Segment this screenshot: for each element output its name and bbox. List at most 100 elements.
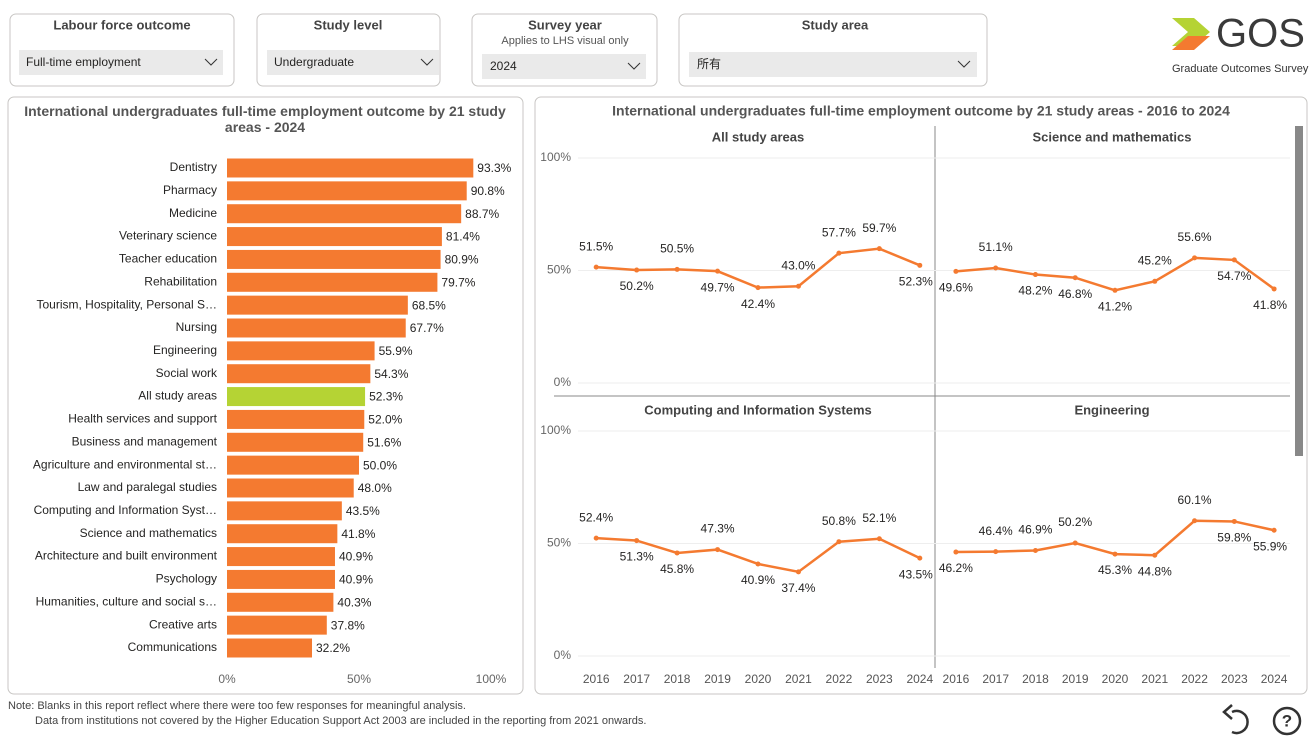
category-label: Tourism, Hospitality, Personal S… xyxy=(36,297,217,311)
x-tick-label: 2021 xyxy=(1141,672,1168,686)
x-tick-label: 50% xyxy=(347,672,371,686)
value-label: 41.8% xyxy=(1253,298,1287,312)
note: Data from institutions not covered by th… xyxy=(35,715,646,727)
dropdown[interactable] xyxy=(19,50,223,75)
x-tick-label: 2024 xyxy=(1261,672,1288,686)
category-label: Communications xyxy=(128,640,217,654)
x-tick-label: 2017 xyxy=(623,672,650,686)
dropdown-value[interactable]: 2024 xyxy=(490,59,517,73)
value-label: 49.7% xyxy=(701,280,735,294)
value-label: 52.3% xyxy=(369,390,403,404)
bar xyxy=(227,387,366,407)
value-label: 88.7% xyxy=(465,207,499,221)
value-label: 41.8% xyxy=(341,527,375,541)
category-label: Science and mathematics xyxy=(80,526,217,540)
value-label: 51.1% xyxy=(979,240,1013,254)
point xyxy=(836,539,842,545)
x-tick-label: 2018 xyxy=(1022,672,1049,686)
value-label: 40.9% xyxy=(339,550,373,564)
logo-mark xyxy=(1172,36,1210,50)
point xyxy=(1072,275,1078,281)
y-tick-label: 0% xyxy=(554,648,572,662)
point xyxy=(674,266,680,272)
filters: Labour force outcome Full-time employmen… xyxy=(9,13,988,87)
undo-icon[interactable] xyxy=(1222,704,1249,735)
point xyxy=(1032,272,1038,278)
point xyxy=(1271,286,1277,292)
category-label: Psychology xyxy=(156,572,217,586)
value-label: 90.8% xyxy=(471,184,505,198)
x-tick-label: 2021 xyxy=(785,672,812,686)
panel-title: All study areas xyxy=(712,129,805,144)
chevron xyxy=(627,62,641,70)
point xyxy=(795,283,801,289)
value-label: 50.2% xyxy=(620,279,654,293)
value-label: 40.3% xyxy=(337,595,371,609)
bar xyxy=(227,295,408,315)
value-label: 57.7% xyxy=(822,225,856,239)
dropdown[interactable] xyxy=(267,50,439,75)
category-label: Architecture and built environment xyxy=(35,549,218,563)
point xyxy=(674,550,680,556)
point xyxy=(715,547,721,553)
filter-label: Survey year xyxy=(528,17,602,32)
value-label: 50.2% xyxy=(1058,515,1092,529)
point xyxy=(1112,551,1118,557)
value-label: 46.4% xyxy=(979,524,1013,538)
bar xyxy=(227,455,359,475)
value-label: 50.0% xyxy=(363,458,397,472)
value-label: 43.0% xyxy=(781,258,815,272)
point xyxy=(715,268,721,274)
category-label: Humanities, culture and social s… xyxy=(36,594,217,608)
value-label: 48.0% xyxy=(358,481,392,495)
dropdown-value[interactable]: 所有 xyxy=(697,57,721,71)
value-label: 52.3% xyxy=(899,274,933,288)
dropdown-value[interactable]: Undergraduate xyxy=(274,55,354,69)
category-label: Nursing xyxy=(176,320,217,334)
value-label: 52.0% xyxy=(368,413,402,427)
point xyxy=(634,538,640,544)
scrollbar[interactable] xyxy=(1295,126,1303,456)
panel-title: Computing and Information Systems xyxy=(644,402,872,417)
category-label: Social work xyxy=(156,366,218,380)
help-icon[interactable]: ? xyxy=(1272,706,1302,736)
x-tick-label: 2023 xyxy=(1221,672,1248,686)
category-label: Engineering xyxy=(153,343,217,357)
x-tick-label: 2018 xyxy=(664,672,691,686)
dropdown[interactable] xyxy=(482,54,646,79)
chevron xyxy=(957,60,971,68)
note: Note: Blanks in this report reflect wher… xyxy=(8,700,466,712)
point xyxy=(1032,547,1038,553)
filter-label: Study area xyxy=(802,17,869,32)
chart-title-box: International undergraduates full-time e… xyxy=(24,103,506,135)
point xyxy=(1271,527,1277,533)
x-tick-label: 2017 xyxy=(982,672,1009,686)
value-label: 55.9% xyxy=(379,344,413,358)
value-label: 40.9% xyxy=(741,573,775,587)
y-tick-label: 100% xyxy=(540,150,571,164)
value-label: 44.8% xyxy=(1138,564,1172,578)
value-label: 59.8% xyxy=(1217,531,1251,545)
point xyxy=(1231,257,1237,263)
dropdown-value[interactable]: Full-time employment xyxy=(26,55,141,69)
point xyxy=(593,535,599,541)
dropdown[interactable] xyxy=(689,52,977,77)
chart-title: International undergraduates full-time e… xyxy=(24,103,506,135)
bar xyxy=(227,204,462,224)
point xyxy=(953,549,959,555)
point xyxy=(876,536,882,542)
logo: GOS Graduate Outcomes Survey xyxy=(1172,12,1309,75)
bar xyxy=(227,181,467,201)
bar xyxy=(227,615,327,635)
x-tick-label: 2019 xyxy=(704,672,731,686)
x-tick-label: 2024 xyxy=(906,672,933,686)
point xyxy=(1231,518,1237,524)
point xyxy=(876,246,882,252)
point xyxy=(993,549,999,555)
filter-sublabel: Applies to LHS visual only xyxy=(501,35,629,47)
x-tick-label: 2020 xyxy=(745,672,772,686)
point xyxy=(1192,518,1198,524)
category-label: All study areas xyxy=(138,389,217,403)
bar xyxy=(227,547,335,567)
x-tick-label: 2016 xyxy=(943,672,970,686)
